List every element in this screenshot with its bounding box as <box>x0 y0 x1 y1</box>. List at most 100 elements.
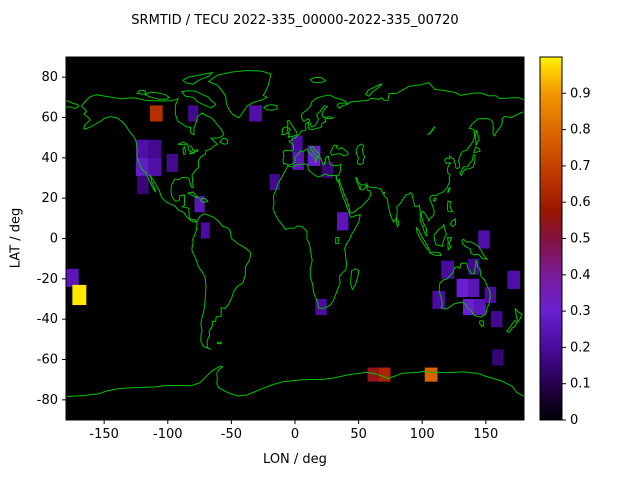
coastline <box>438 259 491 318</box>
coastline <box>473 146 481 154</box>
coastlines <box>66 69 524 398</box>
coastline <box>216 341 222 345</box>
coastline <box>281 126 288 136</box>
x-axis: -150 -100 -50 0 50 100 150 <box>89 420 498 442</box>
y-tick-label: -40 <box>37 312 58 327</box>
coastline <box>449 218 457 228</box>
heatmap-cell <box>378 367 391 382</box>
coastline <box>272 163 361 310</box>
coastline <box>355 143 366 166</box>
coastline <box>182 71 214 85</box>
coastline <box>433 223 447 248</box>
colorbar-tick-label: 0.9 <box>570 86 591 101</box>
coastline <box>182 145 187 155</box>
heatmap-cell <box>269 173 280 191</box>
colorbar-tick-label: 0.5 <box>570 232 591 247</box>
y-tick-label: 80 <box>41 70 58 85</box>
y-axis: -80 -60 -40 -20 0 20 40 60 80 <box>37 70 66 408</box>
coastline <box>177 141 189 146</box>
heatmap-cell <box>188 105 199 122</box>
coastline <box>396 218 400 228</box>
plot-background <box>66 57 524 420</box>
heatmap-cell <box>474 299 486 316</box>
y-tick-label: 60 <box>41 111 58 126</box>
colorbar-tick-label: 0.7 <box>570 159 591 174</box>
colorbar: 0 0.1 0.2 0.3 0.4 0.5 0.6 0.7 0.8 0.9 <box>539 56 591 428</box>
heatmap-cell <box>424 367 438 382</box>
x-axis-label: LON / deg <box>263 452 327 467</box>
heatmap-cell <box>432 290 446 310</box>
chart-title: SRMTID / TECU 2022-335_00000-2022-335_00… <box>131 13 459 28</box>
x-tick-label: -150 <box>89 427 119 442</box>
heatmap-cells <box>66 105 521 382</box>
heatmap-cell <box>291 135 303 152</box>
heatmap-cell <box>148 139 162 158</box>
coastline <box>474 128 480 146</box>
coastline <box>191 213 252 350</box>
heatmap-cell <box>149 105 163 122</box>
coastline <box>282 82 524 237</box>
coastline <box>80 94 225 223</box>
coastline <box>514 307 523 324</box>
colorbar-tick-label: 0 <box>570 413 578 428</box>
coastline <box>330 144 349 157</box>
coastline <box>180 90 217 109</box>
heatmap-cell <box>66 268 79 287</box>
coastline <box>262 104 278 111</box>
coastline <box>446 200 454 213</box>
heatmap-cell <box>321 161 334 178</box>
coastline <box>66 99 80 110</box>
y-tick-label: 0 <box>50 232 58 247</box>
coastline <box>309 76 327 84</box>
coastline <box>219 137 229 145</box>
y-tick-label: 20 <box>41 191 58 206</box>
heatmap-cell <box>249 105 262 122</box>
coastline <box>506 320 518 334</box>
coastline <box>188 151 196 155</box>
coastline <box>350 268 360 291</box>
coastline <box>428 251 441 257</box>
colorbar-tick-label: 0.2 <box>570 340 591 355</box>
colorbar-tick-label: 0.3 <box>570 304 591 319</box>
coastline <box>335 237 339 244</box>
coastline <box>461 238 489 261</box>
x-tick-label: 100 <box>410 427 435 442</box>
x-tick-label: 150 <box>473 427 498 442</box>
heatmap-cell <box>490 311 503 328</box>
heatmap-cell <box>137 175 149 195</box>
heatmap-cell <box>468 278 480 297</box>
heatmap-cell <box>456 278 469 297</box>
coastline <box>66 365 524 398</box>
coastline <box>200 197 209 203</box>
heatmap-cell <box>292 151 304 170</box>
y-tick-label: -20 <box>37 272 58 287</box>
x-tick-label: -100 <box>153 427 183 442</box>
y-tick-label: -60 <box>37 353 58 368</box>
y-tick-label: 40 <box>41 151 58 166</box>
heatmap-cell <box>148 157 162 176</box>
heatmap-cell <box>166 153 178 172</box>
y-tick-label: -80 <box>37 393 58 408</box>
colorbar-tick-label: 0.6 <box>570 195 591 210</box>
heatmap-cell <box>135 139 149 158</box>
x-tick-label: -50 <box>221 427 242 442</box>
heatmap-cell <box>462 299 475 316</box>
colorbar-tick-label: 0.1 <box>570 377 591 392</box>
coastline <box>136 89 147 95</box>
coastline <box>143 91 170 100</box>
heatmap-cell <box>367 367 379 382</box>
coastline <box>459 154 476 177</box>
heatmap-cell <box>336 212 349 231</box>
heatmap-cell <box>507 270 521 289</box>
heatmap-cell <box>492 349 504 366</box>
y-axis-label: LAT / deg <box>8 207 24 269</box>
coastline <box>432 197 437 202</box>
coastline <box>187 145 194 153</box>
coastline <box>427 126 436 136</box>
coastline <box>193 149 199 152</box>
coastline <box>286 119 298 138</box>
coastline <box>207 69 272 119</box>
x-tick-label: 0 <box>291 427 299 442</box>
